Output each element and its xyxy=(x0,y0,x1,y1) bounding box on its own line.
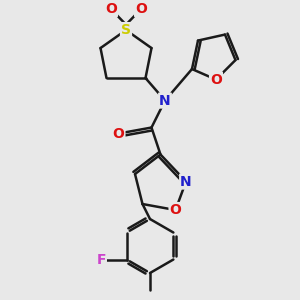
Text: N: N xyxy=(180,175,192,188)
Text: O: O xyxy=(169,203,181,217)
Text: O: O xyxy=(112,127,124,140)
Text: S: S xyxy=(121,23,131,37)
Text: O: O xyxy=(105,2,117,16)
Text: O: O xyxy=(135,2,147,16)
Text: O: O xyxy=(210,73,222,87)
Text: N: N xyxy=(159,94,171,107)
Text: F: F xyxy=(96,253,106,266)
